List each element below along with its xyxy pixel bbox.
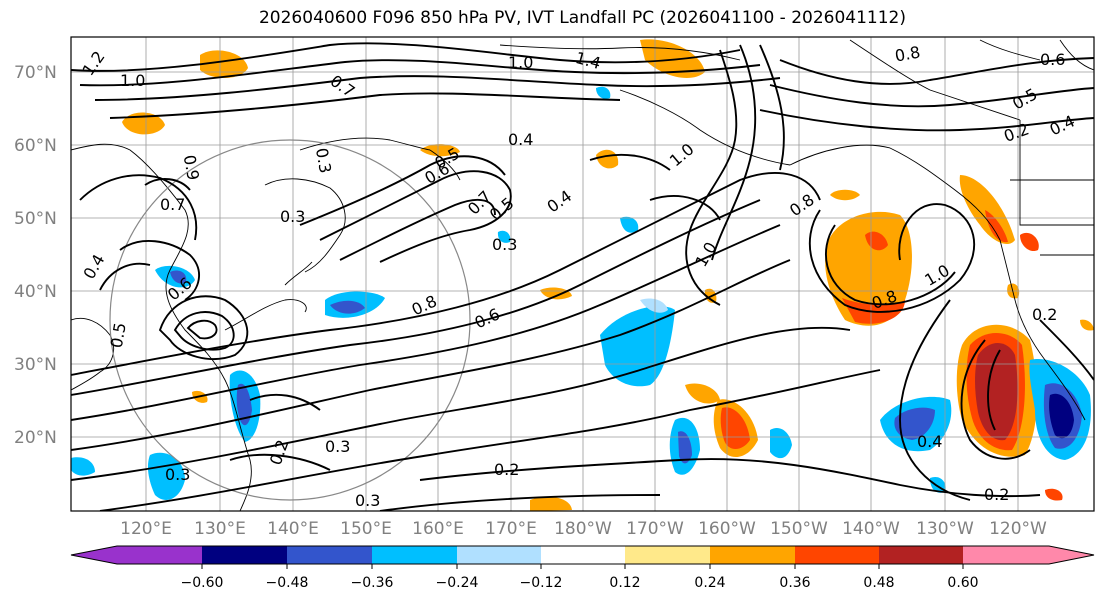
colorbar-extend-high	[1049, 546, 1094, 564]
shade-negative	[620, 216, 639, 233]
colorbar-tick: −0.24	[436, 575, 479, 591]
colorbar-outline	[70, 545, 1095, 565]
colorbar-swatch	[287, 546, 372, 564]
contour-label: 0.3	[280, 207, 305, 226]
lon-label: 140°E	[267, 519, 319, 539]
contour-label: 0.3	[355, 491, 380, 510]
colorbar-swatch	[457, 546, 541, 564]
lon-label: 120°E	[120, 519, 172, 539]
lon-label: 130°W	[916, 519, 974, 539]
contour-label: 1.0	[508, 53, 533, 72]
pv-contours	[71, 42, 1094, 511]
shade-positive	[685, 383, 720, 404]
shade-negative	[596, 86, 611, 99]
colorbar-tick: 0.24	[694, 575, 725, 591]
colorbar-extend-low	[71, 546, 117, 564]
shade-negative	[770, 427, 792, 459]
chart-title: 2026040600 F096 850 hPa PV, IVT Landfall…	[258, 8, 906, 28]
contour-label: 1.0	[120, 71, 145, 90]
shade-positive	[420, 144, 460, 157]
coastlines	[71, 39, 1094, 511]
shade-negative	[640, 298, 668, 313]
shade-negative	[497, 230, 511, 243]
contour-label: 0.2	[1032, 305, 1057, 324]
lon-label: 170°W	[626, 519, 684, 539]
shade-negative	[894, 407, 935, 440]
contour-label: 0.4	[917, 432, 942, 451]
circle-outline	[109, 139, 471, 501]
lon-label: 160°E	[412, 519, 464, 539]
colorbar-tick: −0.48	[266, 575, 309, 591]
shade-positive	[540, 287, 572, 300]
lon-label: 170°E	[485, 519, 537, 539]
lat-label: 60°N	[14, 136, 57, 156]
shade-negative	[71, 457, 95, 476]
contour-label: 0.4	[508, 130, 533, 149]
shade-positive	[1020, 232, 1039, 252]
lat-label: 70°N	[14, 63, 57, 83]
shade-positive	[975, 342, 1018, 441]
shade-positive	[1080, 319, 1094, 331]
colorbar-tick: −0.12	[520, 575, 563, 591]
shade-positive	[530, 496, 572, 511]
colorbar-swatch	[710, 546, 795, 564]
colorbar-tick: 0.60	[947, 575, 978, 591]
lon-label: 180°W	[554, 519, 612, 539]
colorbar-swatch	[541, 546, 625, 564]
lon-label: 150°W	[770, 519, 828, 539]
contour-label: 0.6	[1040, 50, 1065, 69]
shade-negative	[1049, 393, 1074, 439]
lon-label: 120°W	[989, 519, 1047, 539]
colorbar-tick: 0.12	[609, 575, 640, 591]
colorbar-tick: −0.36	[351, 575, 394, 591]
colorbar-swatch	[202, 546, 287, 564]
colorbar-tick-marks	[201, 564, 964, 569]
contour-label: 0.3	[492, 235, 517, 254]
shade-negative	[170, 270, 187, 284]
contour-label: 0.3	[312, 146, 335, 174]
lon-label: 130°E	[194, 519, 246, 539]
colorbar-swatch	[963, 546, 1049, 564]
shade-positive	[200, 50, 248, 78]
lon-label: 150°E	[340, 519, 392, 539]
shade-negative	[678, 431, 692, 464]
colorbar-tick: −0.60	[181, 575, 224, 591]
contour-label: 0.3	[325, 437, 350, 456]
colorbar-tick: 0.36	[779, 575, 810, 591]
colorbar-swatch	[795, 546, 879, 564]
contour-label: 0.2	[494, 460, 519, 479]
lat-label: 30°N	[14, 355, 57, 375]
contour-label: 0.5	[107, 321, 130, 349]
contour-label: 0.9	[180, 153, 203, 181]
shade-positive	[830, 189, 860, 201]
contour-label: 0.8	[893, 42, 921, 65]
colorbar-swatch	[879, 546, 963, 564]
colorbar-tick: 0.48	[863, 575, 894, 591]
lat-label: 40°N	[14, 282, 57, 302]
contour-label: 0.2	[984, 485, 1009, 504]
map-frame	[70, 36, 1095, 512]
lat-label: 50°N	[14, 209, 57, 229]
lon-label: 160°W	[698, 519, 756, 539]
shade-negative	[236, 383, 252, 426]
contour-label: 0.7	[160, 195, 185, 214]
lat-label: 20°N	[14, 428, 57, 448]
lon-label: 140°W	[842, 519, 900, 539]
shade-negative	[330, 300, 365, 314]
shade-positive	[720, 407, 750, 449]
colorbar: −0.60 −0.48 −0.36 −0.24 −0.12 0.12 0.24 …	[70, 545, 1095, 591]
colorbar-swatch	[117, 546, 202, 564]
lat-labels: 70°N 60°N 50°N 40°N 30°N 20°N	[14, 63, 57, 448]
shade-positive	[640, 39, 705, 79]
contour-label: 0.3	[165, 465, 190, 484]
colorbar-swatch	[372, 546, 457, 564]
shade-negative	[600, 306, 675, 387]
colorbar-swatch	[625, 546, 710, 564]
shading-layer	[71, 39, 1094, 511]
shade-positive	[825, 211, 912, 326]
shade-positive	[1045, 488, 1063, 501]
lon-labels: 120°E 130°E 140°E 150°E 160°E 170°E 180°…	[120, 519, 1047, 539]
